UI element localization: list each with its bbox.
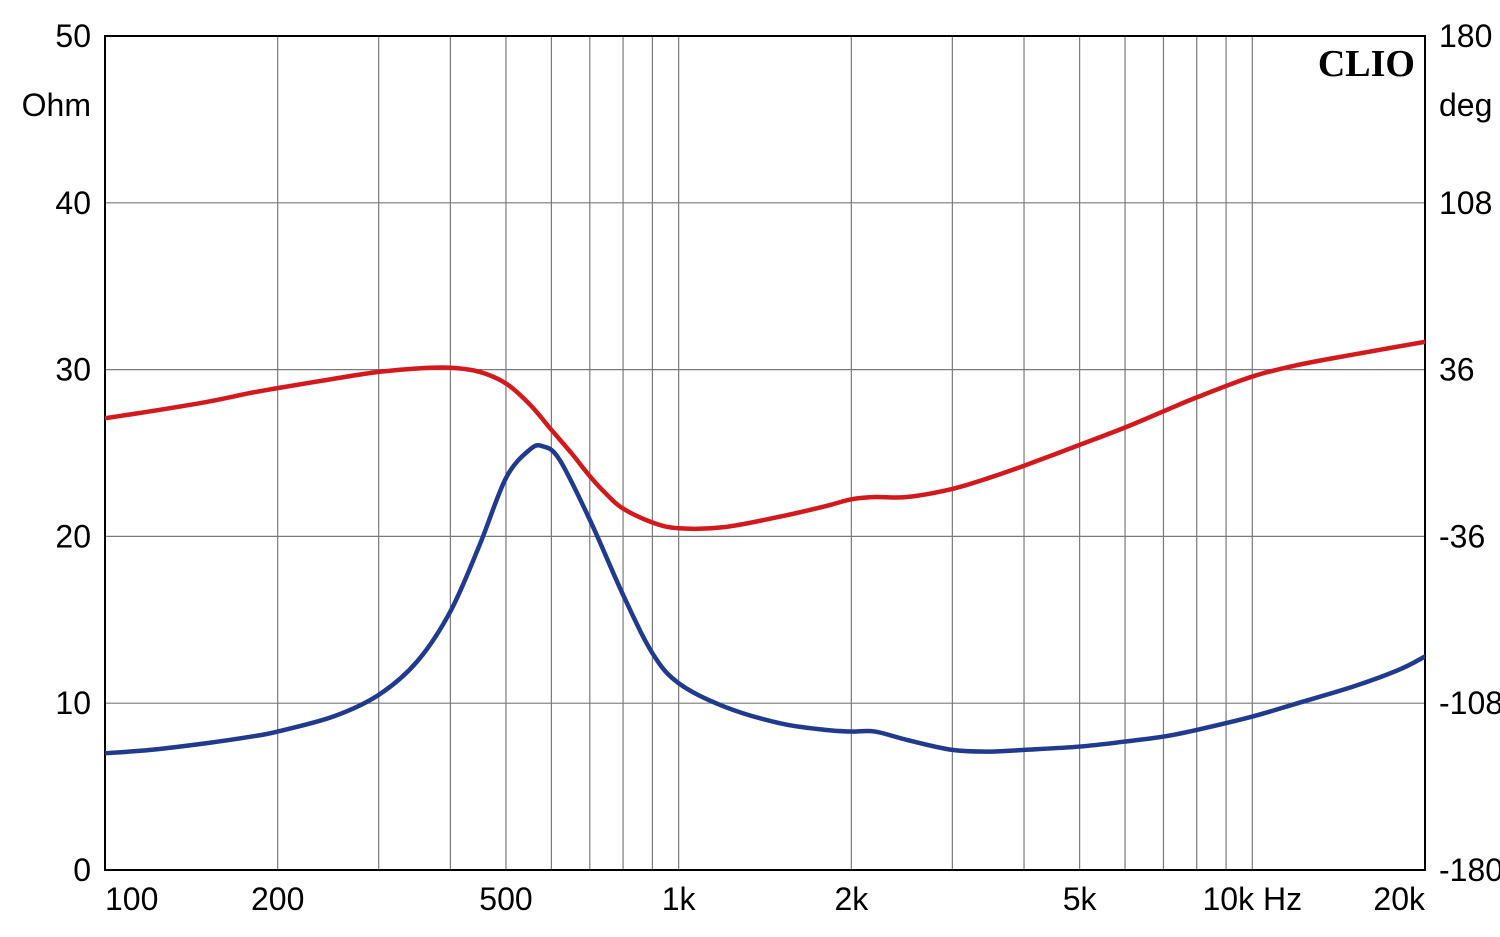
brand-logo: CLIO: [1318, 42, 1415, 86]
y-left-tick-label: 20: [55, 518, 91, 554]
y-left-tick-label: 30: [55, 352, 91, 388]
y-right-tick-label: 180: [1439, 18, 1492, 54]
y-right-tick-label: 108: [1439, 185, 1492, 221]
y-left-tick-label: 10: [55, 685, 91, 721]
x-tick-label: 1k: [662, 881, 697, 917]
y-right-tick-label: 36: [1439, 352, 1475, 388]
y-right-tick-label: -180: [1439, 852, 1500, 888]
x-tick-label: 2k: [834, 881, 869, 917]
x-tick-label: 5k: [1063, 881, 1098, 917]
y-left-axis-label: Ohm: [22, 87, 91, 123]
y-right-axis-label: deg: [1439, 87, 1492, 123]
impedance-phase-chart: 0 10 20 30 40 50 Ohm -180 -108 -36 36 108 180 deg 100 2…: [0, 0, 1500, 937]
x-tick-label: 10k Hz: [1203, 881, 1303, 917]
x-tick-label: 200: [251, 881, 304, 917]
y-left-tick-label: 50: [55, 18, 91, 54]
y-right-tick-label: -108: [1439, 685, 1500, 721]
x-tick-label: 20k: [1373, 881, 1426, 917]
chart-svg: 0 10 20 30 40 50 Ohm -180 -108 -36 36 108 180 deg 100 2…: [0, 0, 1500, 937]
x-tick-label: 500: [479, 881, 532, 917]
x-tick-label: 100: [105, 881, 158, 917]
y-right-tick-label: -36: [1439, 518, 1485, 554]
y-left-tick-label: 40: [55, 185, 91, 221]
y-left-tick-label: 0: [73, 852, 91, 888]
